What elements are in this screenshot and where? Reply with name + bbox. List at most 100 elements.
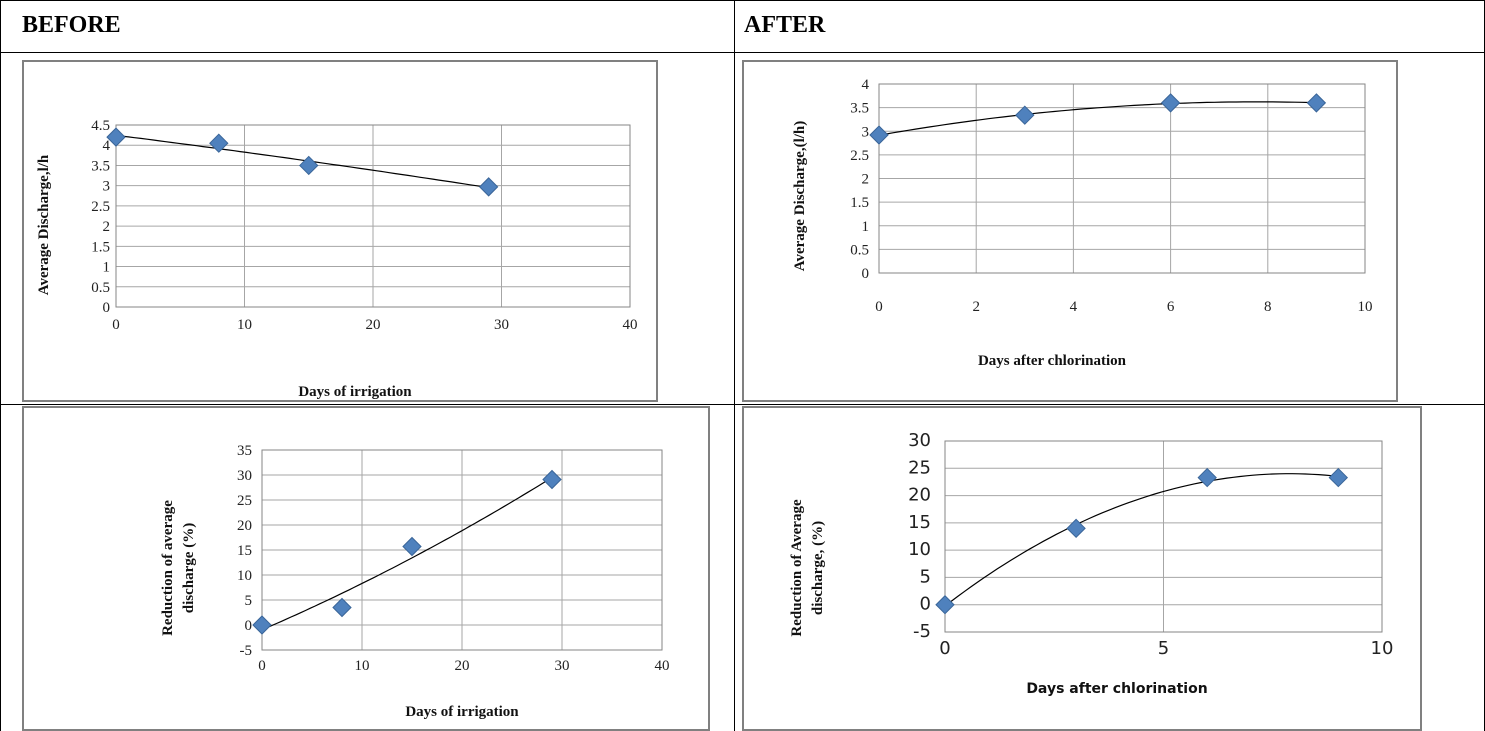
plot-area xyxy=(944,440,1383,633)
chart-frame-after-reduction xyxy=(742,406,1422,731)
data-point xyxy=(1328,467,1349,488)
x-tick-label: 0 xyxy=(112,317,120,333)
y-tick-label: 25 xyxy=(908,457,931,478)
plot-area xyxy=(878,83,1366,274)
table-row-divider xyxy=(0,404,1485,405)
trendline xyxy=(878,101,1317,136)
trendline xyxy=(261,476,553,631)
x-tick-label: 30 xyxy=(555,658,570,674)
x-axis-label: Days after chlorination xyxy=(978,353,1127,369)
data-point xyxy=(252,615,272,635)
x-tick-label: 2 xyxy=(972,299,980,315)
data-point xyxy=(1197,467,1217,488)
y-tick-label: 30 xyxy=(237,468,252,484)
y-tick-label: 35 xyxy=(237,443,252,459)
x-tick-label: 30 xyxy=(494,317,509,333)
y-tick-label: 4 xyxy=(862,77,870,93)
chart-frame-before-reduction xyxy=(22,406,710,731)
y-tick-label: 10 xyxy=(908,539,931,560)
x-axis-label: Days of irrigation xyxy=(298,384,412,400)
data-point xyxy=(1015,105,1035,125)
data-point xyxy=(1160,93,1181,113)
data-point xyxy=(209,133,229,153)
data-point xyxy=(402,536,422,557)
table-border-left xyxy=(0,0,1,731)
x-tick-label: 6 xyxy=(1167,299,1175,315)
y-tick-label: 2.5 xyxy=(91,199,110,215)
x-tick-label: 20 xyxy=(455,658,470,674)
x-tick-label: 10 xyxy=(1358,299,1373,315)
before-header: BEFORE xyxy=(22,12,121,38)
y-tick-label: 20 xyxy=(237,518,252,534)
y-tick-label: 10 xyxy=(237,568,252,584)
x-tick-label: 0 xyxy=(875,299,883,315)
data-point xyxy=(542,469,562,490)
plot-area xyxy=(261,449,663,651)
x-axis-label: Days of irrigation xyxy=(405,704,519,720)
y-tick-label: 15 xyxy=(908,512,931,533)
trendline xyxy=(944,473,1339,607)
x-tick-label: 40 xyxy=(623,317,638,333)
y-tick-label: 3 xyxy=(862,124,870,140)
y-axis-label-line-1: Reduction of Average xyxy=(789,499,805,637)
y-tick-label: 3 xyxy=(103,179,111,195)
y-tick-label: 0 xyxy=(862,266,870,282)
data-point xyxy=(1066,518,1086,539)
chart-frame-before-discharge xyxy=(22,60,658,402)
y-axis-label-line-2: discharge (%) xyxy=(181,523,197,613)
y-tick-label: 1 xyxy=(103,260,111,276)
y-tick-label: 3.5 xyxy=(91,158,110,174)
y-tick-label: 0 xyxy=(920,594,931,615)
y-tick-label: 4.5 xyxy=(91,118,110,134)
y-tick-label: 0.5 xyxy=(850,242,869,258)
y-tick-label: 1.5 xyxy=(91,239,110,255)
table-column-divider xyxy=(734,0,735,731)
x-tick-label: 0 xyxy=(939,638,950,659)
y-tick-label: 5 xyxy=(245,593,253,609)
y-tick-label: 20 xyxy=(908,485,931,506)
y-tick-label: -5 xyxy=(240,643,253,659)
y-tick-label: 5 xyxy=(920,566,931,587)
y-axis-label-line-2: discharge, (%) xyxy=(810,521,826,615)
x-tick-label: 10 xyxy=(1371,638,1394,659)
y-axis-label: Average Discharge,l/h xyxy=(36,154,52,295)
y-tick-label: 1.5 xyxy=(850,195,869,211)
x-tick-label: 4 xyxy=(1070,299,1078,315)
trendline xyxy=(115,134,489,189)
y-tick-label: 25 xyxy=(237,493,252,509)
y-tick-label: 2 xyxy=(103,219,111,235)
x-tick-label: 0 xyxy=(258,658,266,674)
y-tick-label: 30 xyxy=(908,430,931,451)
y-tick-label: 0 xyxy=(245,618,253,634)
x-tick-label: 20 xyxy=(366,317,381,333)
y-tick-label: 15 xyxy=(237,543,252,559)
y-tick-label: 1 xyxy=(862,219,870,235)
x-tick-label: 10 xyxy=(237,317,252,333)
y-axis-label-line-1: Reduction of average xyxy=(160,500,176,636)
after-header: AFTER xyxy=(744,12,826,38)
y-tick-label: 3.5 xyxy=(850,101,869,117)
y-tick-label: 0.5 xyxy=(91,280,110,296)
x-tick-label: 10 xyxy=(355,658,370,674)
data-point xyxy=(869,125,889,145)
x-tick-label: 40 xyxy=(655,658,670,674)
x-tick-label: 8 xyxy=(1264,299,1272,315)
data-point xyxy=(935,595,955,615)
chart-frame-after-discharge xyxy=(742,60,1398,402)
y-tick-label: 2 xyxy=(862,172,870,188)
y-tick-label: -5 xyxy=(913,621,931,642)
x-tick-label: 5 xyxy=(1158,638,1169,659)
data-point xyxy=(1306,93,1327,113)
table-border-top xyxy=(0,0,1485,1)
x-axis-label: Days after chlorination xyxy=(1026,681,1207,697)
data-point xyxy=(299,155,319,176)
plot-area xyxy=(115,124,631,308)
data-point xyxy=(478,177,499,197)
table-header-divider xyxy=(0,52,1485,53)
data-point xyxy=(332,597,352,618)
y-tick-label: 2.5 xyxy=(850,148,869,164)
